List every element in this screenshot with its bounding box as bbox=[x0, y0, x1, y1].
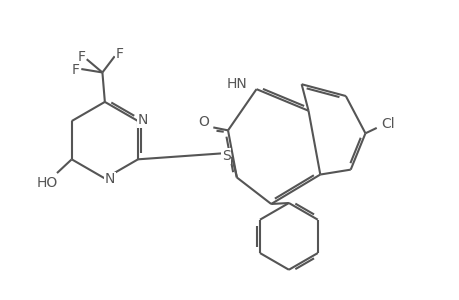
Text: F: F bbox=[71, 63, 79, 77]
Text: F: F bbox=[115, 47, 123, 61]
Text: S: S bbox=[221, 149, 230, 163]
Text: N: N bbox=[137, 113, 148, 127]
Text: HO: HO bbox=[36, 176, 58, 190]
Text: O: O bbox=[198, 115, 209, 129]
Text: F: F bbox=[78, 50, 86, 64]
Text: N: N bbox=[104, 172, 115, 186]
Text: HN: HN bbox=[226, 77, 247, 91]
Text: Cl: Cl bbox=[381, 116, 394, 130]
